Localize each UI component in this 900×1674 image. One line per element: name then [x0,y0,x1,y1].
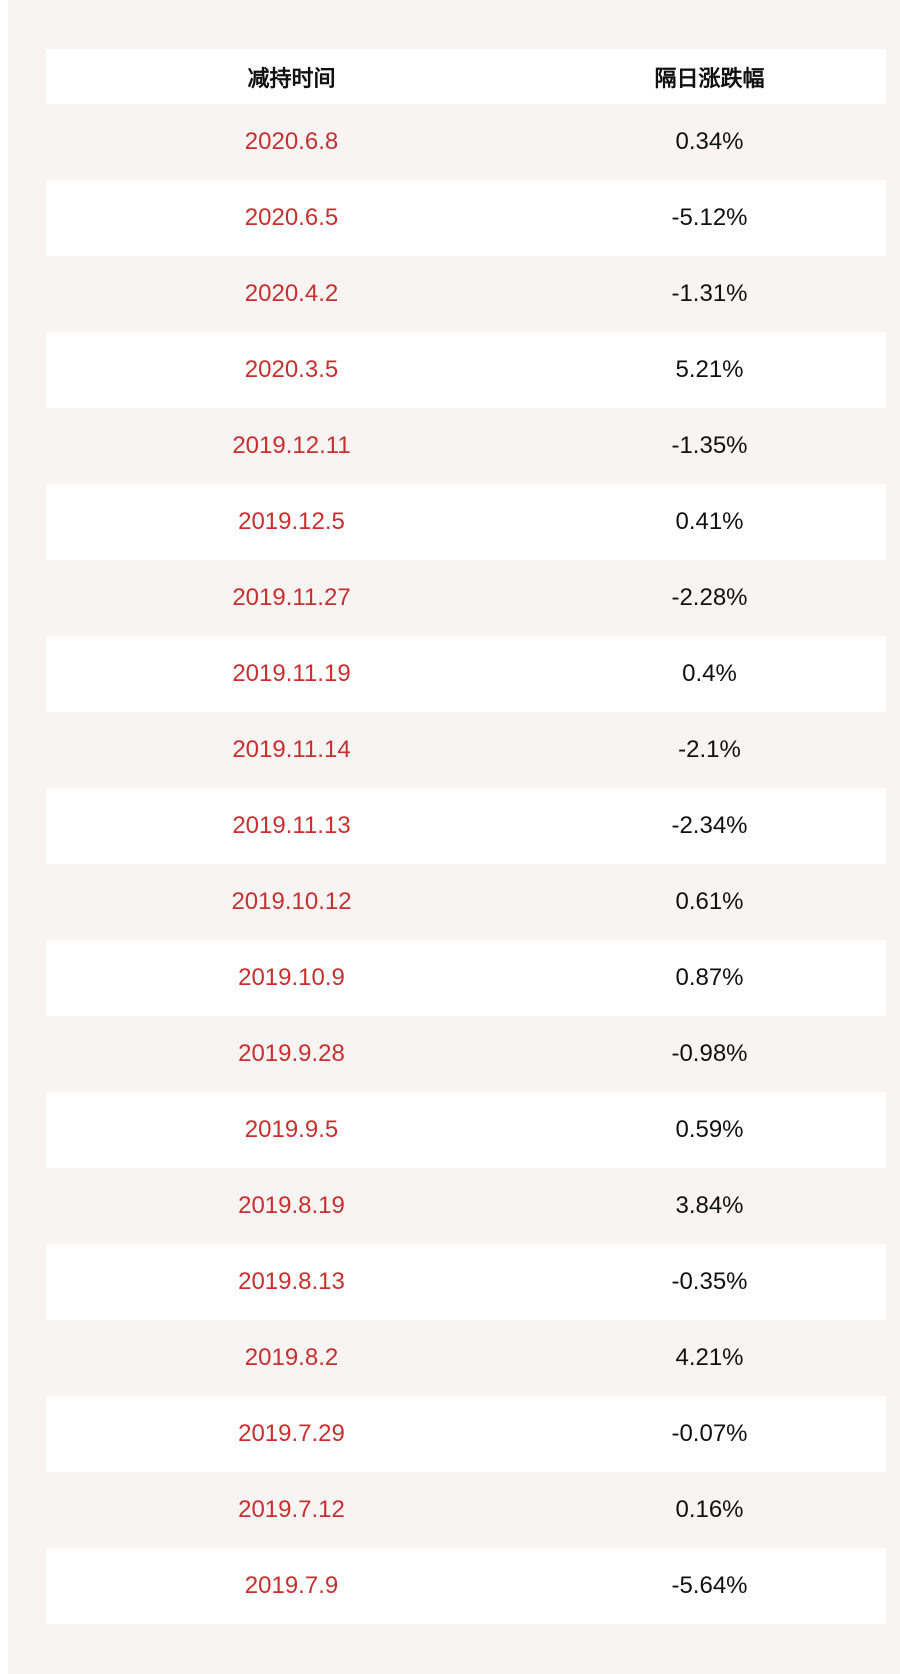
cell-change: 5.21% [675,356,744,383]
cell-change: -0.07% [671,1420,748,1447]
table-row: 2019.10.9 0.87% [46,940,886,1016]
table-row: 2019.7.9 -5.64% [46,1548,886,1624]
table-row: 2019.7.29 -0.07% [46,1396,886,1472]
cell-date: 2019.12.5 [238,508,345,535]
cell-change: -2.28% [671,584,748,611]
table-row: 2019.12.5 0.41% [46,484,886,560]
cell-change: -1.31% [671,280,748,307]
cell-change: -0.98% [671,1040,748,1067]
cell-change: 0.4% [682,660,737,687]
table-row: 2020.3.5 5.21% [46,332,886,408]
column-header-date: 减持时间 [247,66,336,92]
cell-change: 0.41% [675,508,744,535]
cell-change: 0.16% [675,1496,744,1523]
cell-change: 0.87% [675,964,744,991]
cell-date: 2019.7.29 [238,1420,345,1447]
table-row: 2019.8.2 4.21% [46,1320,886,1396]
cell-date: 2019.8.13 [238,1268,345,1295]
cell-date: 2020.3.5 [244,356,339,383]
table-row: 2020.6.5 -5.12% [46,180,886,256]
cell-date: 2019.8.2 [244,1344,339,1371]
cell-date: 2020.4.2 [244,280,339,307]
table-row: 2019.8.13 -0.35% [46,1244,886,1320]
cell-date: 2019.12.11 [232,432,351,459]
cell-change: 0.34% [675,128,744,155]
cell-change: 0.61% [675,888,744,915]
cell-change: 4.21% [675,1344,744,1371]
table-row: 2019.11.14 -2.1% [46,712,886,788]
cell-change: 0.59% [675,1116,744,1143]
cell-change: -5.64% [671,1572,748,1599]
cell-date: 2020.6.8 [244,128,339,155]
cell-date: 2019.10.9 [238,964,345,991]
table-row: 2020.6.8 0.34% [46,104,886,180]
cell-change: -2.1% [678,736,741,763]
content-panel: 减持时间 隔日涨跌幅 2020.6.8 0.34% 2020.6.5 -5.12% 20… [8,0,900,1674]
cell-date: 2019.8.19 [238,1192,345,1219]
cell-date: 2019.11.13 [232,812,351,839]
cell-date: 2019.11.19 [232,660,351,687]
cell-change: -1.35% [671,432,748,459]
table-header-row: 减持时间 隔日涨跌幅 [46,49,886,104]
cell-date: 2019.7.9 [244,1572,339,1599]
cell-date: 2019.11.27 [232,584,351,611]
cell-change: -0.35% [671,1268,748,1295]
cell-date: 2019.11.14 [232,736,351,763]
table-body: 2020.6.8 0.34% 2020.6.5 -5.12% 2020.4.2 -1.31… [46,104,886,1624]
column-header-change: 隔日涨跌幅 [654,66,765,92]
cell-date: 2019.10.12 [231,888,352,915]
cell-change: 3.84% [675,1192,744,1219]
cell-change: -2.34% [671,812,748,839]
table-row: 2020.4.2 -1.31% [46,256,886,332]
table-row: 2019.10.12 0.61% [46,864,886,940]
cell-date: 2019.9.28 [238,1040,345,1067]
table-row: 2019.12.11 -1.35% [46,408,886,484]
table-row: 2019.9.5 0.59% [46,1092,886,1168]
table-row: 2019.9.28 -0.98% [46,1016,886,1092]
table-row: 2019.11.27 -2.28% [46,560,886,636]
cell-change: -5.12% [671,204,748,231]
cell-date: 2019.7.12 [238,1496,345,1523]
cell-date: 2020.6.5 [244,204,339,231]
table-row: 2019.11.19 0.4% [46,636,886,712]
reduction-table: 减持时间 隔日涨跌幅 2020.6.8 0.34% 2020.6.5 -5.12% 20… [46,49,886,1624]
table-row: 2019.11.13 -2.34% [46,788,886,864]
table-row: 2019.7.12 0.16% [46,1472,886,1548]
cell-date: 2019.9.5 [244,1116,339,1143]
table-row: 2019.8.19 3.84% [46,1168,886,1244]
